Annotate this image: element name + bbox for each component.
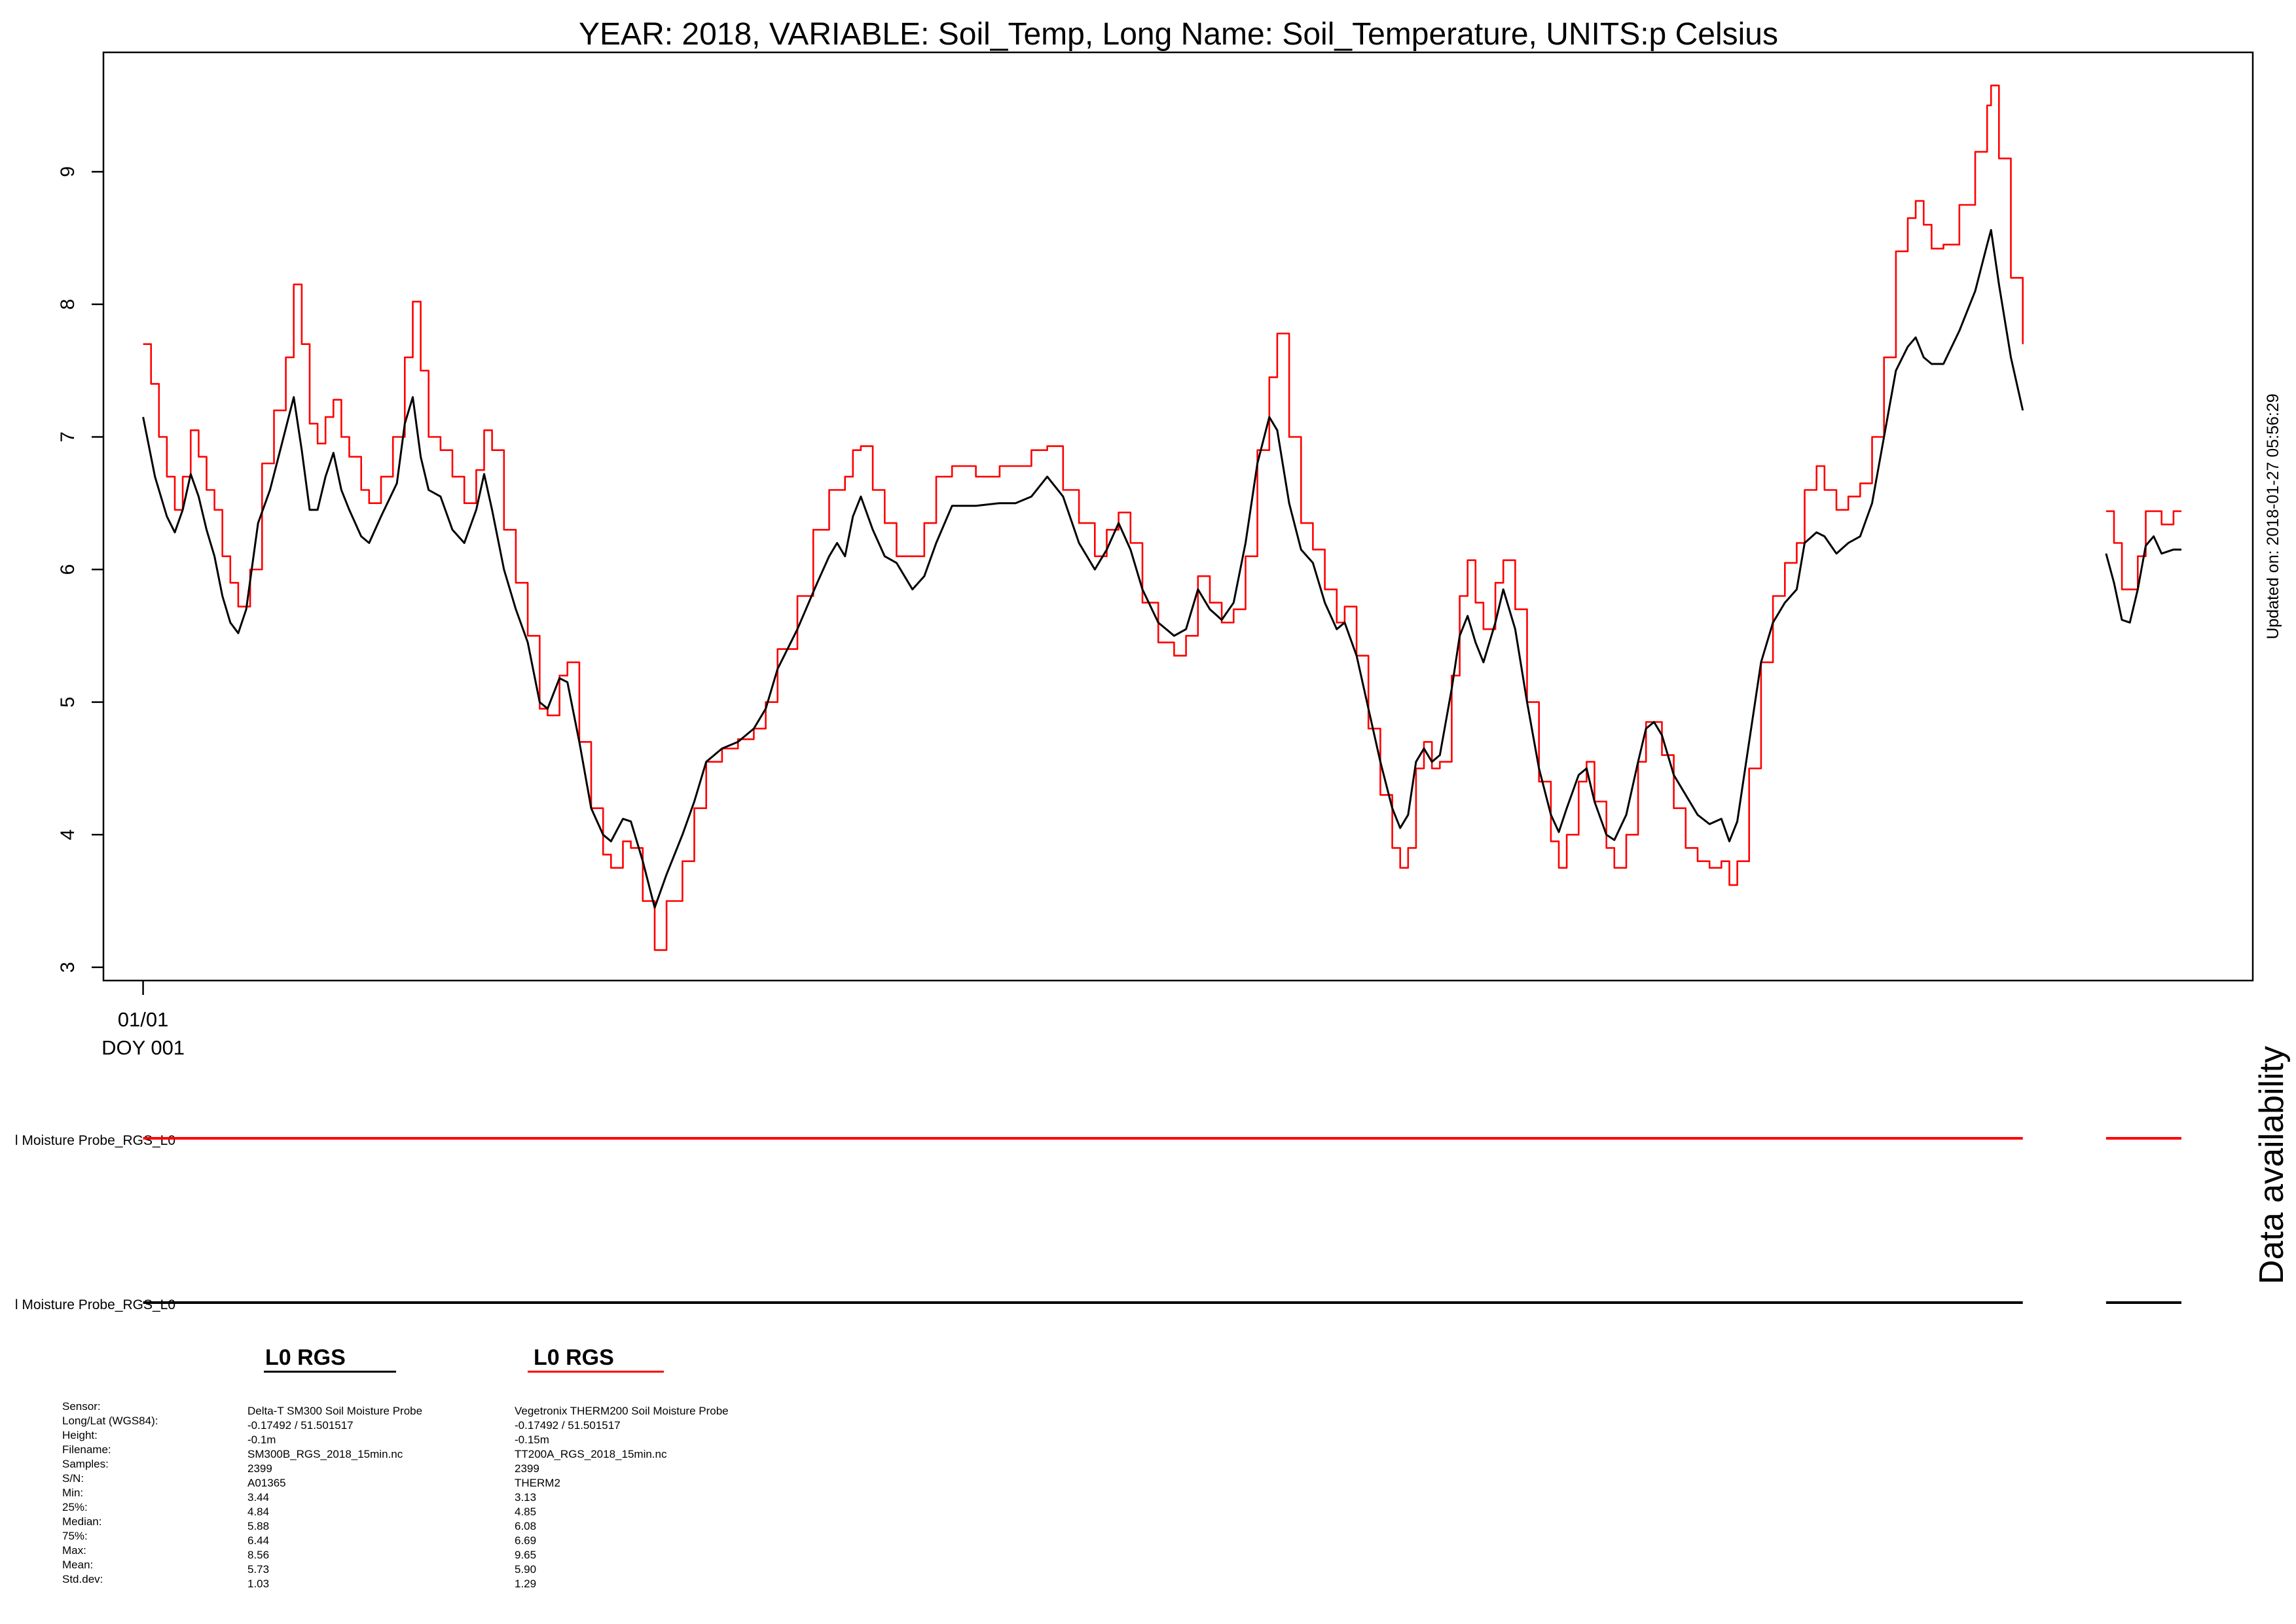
stats-row-label: Height:: [62, 1429, 98, 1441]
series-black: [142, 228, 2181, 909]
stats-row-label: Samples:: [62, 1458, 109, 1470]
stats-value: 6.08: [515, 1520, 537, 1532]
y-tick-label: 4: [57, 829, 79, 840]
stats-row-label: 75%:: [62, 1530, 88, 1542]
legend-title-black: L0 RGS: [265, 1345, 346, 1370]
legend-title-red: L0 RGS: [534, 1345, 614, 1370]
series-red: [143, 84, 2181, 951]
y-tick-label: 5: [57, 696, 79, 708]
stats-row-label: S/N:: [62, 1472, 84, 1485]
stats-value: -0.1m: [247, 1434, 276, 1446]
stats-value: 4.84: [247, 1506, 270, 1518]
stats-row-label: 25%:: [62, 1501, 88, 1513]
updated-timestamp: Updated on: 2018-01-27 05:56:29: [2264, 393, 2282, 639]
stats-value: Vegetronix THERM200 Soil Moisture Probe: [515, 1405, 729, 1417]
y-axis: 3 4 5 6 7 8 9: [57, 166, 103, 973]
stats-value: 9.65: [515, 1549, 537, 1561]
stats-value: 3.13: [515, 1491, 537, 1504]
x-axis: 01/01 DOY 001: [101, 981, 185, 1059]
stats-row-label: Filename:: [62, 1443, 111, 1456]
series-line-black-part2: [2105, 535, 2181, 624]
stats-value: 5.88: [247, 1520, 270, 1532]
stats-row-label: Long/Lat (WGS84):: [62, 1415, 158, 1427]
series-layer: [142, 84, 2181, 951]
stats-row-label: Min:: [62, 1487, 84, 1499]
y-tick-label: 3: [57, 962, 79, 973]
series-line-red-part1: [143, 84, 2024, 951]
stats-values-red: Vegetronix THERM200 Soil Moisture Probe -…: [515, 1404, 729, 1591]
stats-value: 2399: [515, 1462, 539, 1475]
availability-layer: l Moisture Probe_RGS_L0l Moisture Probe_…: [15, 1133, 2181, 1312]
stats-row-label: Std.dev:: [62, 1573, 103, 1585]
stats-value: TT200A_RGS_2018_15min.nc: [515, 1448, 667, 1460]
stats-value: 8.56: [247, 1549, 270, 1561]
y-tick-label: 8: [57, 299, 79, 310]
availability-label: l Moisture Probe_RGS_L0: [15, 1297, 175, 1312]
chart-title: YEAR: 2018, VARIABLE: Soil_Temp, Long Na…: [579, 17, 1778, 52]
stats-value: Delta-T SM300 Soil Moisture Probe: [247, 1405, 423, 1417]
stats-value: 5.90: [515, 1563, 537, 1576]
stats-row-labels: Sensor: Long/Lat (WGS84): Height: Filename:…: [62, 1399, 158, 1587]
stats-value: 3.44: [247, 1491, 270, 1504]
stats-value: 1.29: [515, 1578, 537, 1590]
availability-label: l Moisture Probe_RGS_L0: [15, 1133, 175, 1148]
stats-value: SM300B_RGS_2018_15min.nc: [247, 1448, 403, 1460]
legend-line-red: [528, 1371, 664, 1373]
stats-value: 6.44: [247, 1534, 270, 1547]
x-tick-label-doy: DOY 001: [101, 1036, 185, 1059]
plot-frame: [102, 51, 2254, 982]
stats-value: 4.85: [515, 1506, 537, 1518]
stats-value: -0.17492 / 51.501517: [247, 1419, 354, 1432]
stats-row-label: Mean:: [62, 1559, 94, 1571]
stats-value: THERM2: [515, 1477, 560, 1489]
x-tick-label-date: 01/01: [118, 1008, 169, 1031]
y-tick-label: 7: [57, 431, 79, 442]
legend-line-black: [264, 1371, 396, 1373]
stats-value: -0.15m: [515, 1434, 549, 1446]
y-tick-label: 9: [57, 166, 79, 177]
stats-row-label: Median:: [62, 1515, 102, 1528]
stats-value: 1.03: [247, 1578, 270, 1590]
series-line-red-part2: [2105, 510, 2181, 590]
stats-value: 5.73: [247, 1563, 270, 1576]
series-line-black-part1: [142, 228, 2024, 909]
stats-value: 2399: [247, 1462, 272, 1475]
stats-value: -0.17492 / 51.501517: [515, 1419, 621, 1432]
stats-value: A01365: [247, 1477, 286, 1489]
availability-title: Data availability: [2253, 1046, 2291, 1284]
stats-values-black: Delta-T SM300 Soil Moisture Probe -0.1749…: [247, 1404, 422, 1591]
stats-value: 6.69: [515, 1534, 537, 1547]
y-tick-label: 6: [57, 564, 79, 575]
stats-row-label: Sensor:: [62, 1400, 101, 1413]
stats-row-label: Max:: [62, 1544, 86, 1557]
